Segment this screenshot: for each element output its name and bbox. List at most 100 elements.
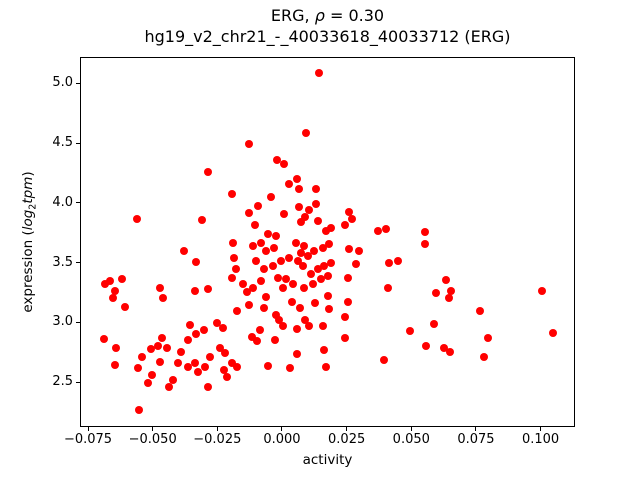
x-tick-mark xyxy=(152,427,154,431)
scatter-point xyxy=(169,376,178,385)
scatter-point xyxy=(439,344,448,353)
y-tick-label: 2.5 xyxy=(52,374,73,390)
scatter-point xyxy=(276,257,285,266)
scatter-point xyxy=(299,242,308,251)
scatter-point xyxy=(385,259,394,268)
scatter-point xyxy=(147,345,156,354)
scatter-point xyxy=(317,275,326,284)
scatter-point xyxy=(229,239,238,248)
scatter-point xyxy=(192,330,201,339)
scatter-point xyxy=(106,277,114,286)
scatter-point xyxy=(324,292,333,301)
scatter-point xyxy=(206,353,215,362)
scatter-point xyxy=(100,335,109,344)
x-tick-mark xyxy=(540,427,542,431)
y-tick-mark xyxy=(76,82,80,84)
scatter-point xyxy=(269,244,278,253)
y-tick-label: 4.5 xyxy=(52,135,73,151)
x-tick-label: 0.025 xyxy=(328,432,366,447)
scatter-point xyxy=(264,230,273,239)
scatter-point xyxy=(257,239,266,248)
y-axis-label-suffix: ) xyxy=(20,171,36,177)
scatter-point xyxy=(294,257,303,266)
scatter-point xyxy=(344,245,353,254)
scatter-point xyxy=(284,254,293,263)
y-tick-mark xyxy=(76,321,80,323)
scatter-point xyxy=(343,274,352,283)
scatter-point xyxy=(249,242,258,251)
scatter-point xyxy=(351,260,360,269)
scatter-point xyxy=(296,218,305,227)
scatter-point xyxy=(256,326,264,335)
scatter-point xyxy=(244,209,253,218)
scatter-point xyxy=(144,379,153,388)
scatter-point xyxy=(549,329,558,338)
scatter-point xyxy=(179,247,188,256)
scatter-point xyxy=(381,225,390,234)
scatter-point xyxy=(191,359,200,368)
scatter-point xyxy=(244,301,253,310)
scatter-point xyxy=(134,406,143,415)
scatter-point xyxy=(247,333,256,342)
scatter-point xyxy=(446,287,455,296)
scatter-point xyxy=(292,175,301,184)
scatter-point xyxy=(355,247,364,256)
y-tick-mark xyxy=(76,202,80,204)
scatter-point xyxy=(296,304,305,313)
scatter-point xyxy=(311,299,320,308)
x-tick-mark xyxy=(216,427,218,431)
scatter-point xyxy=(272,311,281,320)
scatter-point xyxy=(198,216,207,225)
scatter-point xyxy=(110,361,119,370)
y-tick-label: 4.0 xyxy=(52,194,73,210)
scatter-point xyxy=(318,244,327,253)
scatter-point xyxy=(117,275,126,284)
scatter-point xyxy=(155,358,164,367)
scatter-point xyxy=(272,232,281,241)
scatter-point xyxy=(228,274,237,283)
scatter-point xyxy=(251,221,260,230)
scatter-point xyxy=(301,213,309,222)
y-tick-mark xyxy=(76,262,80,264)
x-tick-label: 0.100 xyxy=(521,432,560,447)
scatter-point xyxy=(325,240,334,249)
scatter-point xyxy=(228,190,237,199)
chart-title-gene: ERG, xyxy=(270,6,315,25)
scatter-point xyxy=(421,240,429,249)
scatter-point xyxy=(421,228,429,237)
scatter-point xyxy=(441,276,450,285)
scatter-point xyxy=(340,221,349,230)
scatter-point xyxy=(430,320,439,329)
scatter-point xyxy=(264,362,273,371)
scatter-point xyxy=(177,348,186,357)
scatter-point xyxy=(284,180,293,189)
scatter-point xyxy=(326,259,335,268)
scatter-point xyxy=(445,294,454,303)
scatter-point xyxy=(238,280,247,289)
scatter-point xyxy=(340,334,349,343)
y-tick-mark xyxy=(76,142,80,144)
scatter-point xyxy=(257,277,266,286)
scatter-point xyxy=(232,307,241,316)
scatter-point xyxy=(319,262,328,271)
scatter-point xyxy=(344,208,353,217)
scatter-point xyxy=(373,227,382,236)
rho-symbol: ρ xyxy=(314,6,325,25)
scatter-point xyxy=(261,247,270,256)
scatter-point xyxy=(185,321,194,330)
scatter-point xyxy=(154,342,163,351)
chart-subtitle: hg19_v2_chr21_-_40033618_40033712 (ERG) xyxy=(144,27,511,46)
scatter-point xyxy=(301,316,309,325)
scatter-point xyxy=(302,129,311,137)
scatter-point xyxy=(184,363,193,372)
scatter-point xyxy=(229,254,238,263)
x-tick-label: 0.000 xyxy=(263,432,301,447)
x-tick-mark xyxy=(281,427,283,431)
x-tick-mark xyxy=(346,427,348,431)
scatter-point xyxy=(384,284,393,293)
scatter-point xyxy=(232,363,241,372)
y-axis-label-tpm: tpm xyxy=(20,176,36,204)
scatter-point xyxy=(422,342,431,351)
scatter-point xyxy=(199,326,208,335)
scatter-point xyxy=(406,327,414,336)
